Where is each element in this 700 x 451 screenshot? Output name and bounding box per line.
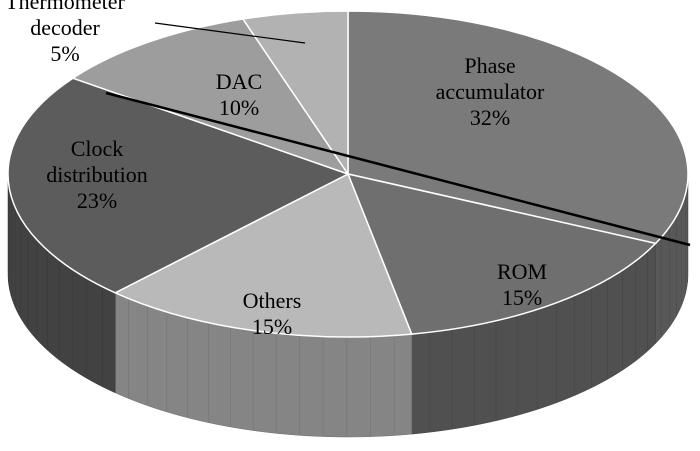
slice-label-4: Clock distribution 23% (46, 136, 147, 213)
slice-label-2: ROM 15% (497, 259, 547, 310)
slice-name: ROM (497, 259, 547, 284)
slice-name: accumulator (436, 79, 545, 104)
slice-name: Phase (464, 53, 515, 78)
pie-labels: Phase accumulator 32%ROM 15%Others 15%Clock d… (5, 0, 547, 339)
slice-percent: 23% (77, 188, 117, 213)
slice-percent: 10% (219, 95, 259, 120)
slice-name: Others (243, 288, 302, 313)
slice-label-1: Phase accumulator 32% (436, 53, 545, 130)
slice-label-6: Thermometer decoder 5% (5, 0, 125, 66)
pie-annotations (105, 22, 691, 247)
slice-label-3: Others 15% (243, 288, 302, 339)
pie-slice-1 (347, 10, 689, 245)
slice-name: DAC (216, 69, 262, 94)
slice-percent: 32% (470, 105, 510, 130)
pie-slices (7, 10, 689, 338)
pie-sides (7, 173, 689, 438)
slice-name: decoder (30, 15, 100, 40)
slice-name: Thermometer (5, 0, 125, 14)
divider-line (105, 91, 691, 247)
pie-slice-4 (7, 77, 350, 294)
slice-percent: 15% (252, 314, 292, 339)
slice-name: Clock (71, 136, 124, 161)
pie-slice-3 (113, 172, 413, 338)
slice-label-5: DAC 10% (216, 69, 262, 120)
slice-percent: 15% (502, 285, 542, 310)
pie-slice-5 (71, 18, 350, 176)
pie-slice-6 (241, 10, 349, 177)
leader-line (154, 22, 306, 44)
pie-slice-2 (346, 172, 658, 335)
slice-name: distribution (46, 162, 147, 187)
slice-percent: 5% (50, 41, 79, 66)
